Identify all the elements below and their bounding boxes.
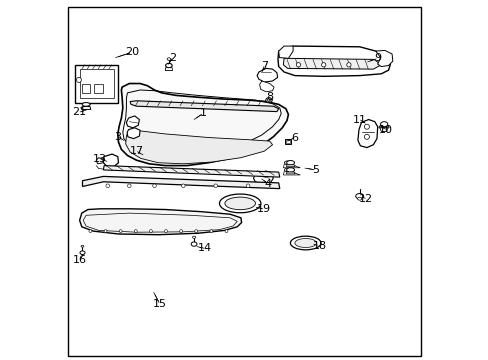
Text: 8: 8 xyxy=(265,92,273,102)
Text: 18: 18 xyxy=(312,240,326,251)
Text: 1: 1 xyxy=(199,108,206,118)
Polygon shape xyxy=(257,68,277,82)
Polygon shape xyxy=(81,107,91,109)
Ellipse shape xyxy=(266,99,270,101)
Text: 20: 20 xyxy=(125,47,139,57)
Circle shape xyxy=(213,184,217,188)
Text: 17: 17 xyxy=(129,146,143,156)
Circle shape xyxy=(164,230,167,233)
Circle shape xyxy=(246,184,249,188)
Text: 19: 19 xyxy=(257,204,271,214)
Polygon shape xyxy=(285,172,294,174)
Polygon shape xyxy=(118,84,288,166)
Circle shape xyxy=(364,124,368,129)
Circle shape xyxy=(76,77,81,82)
Ellipse shape xyxy=(357,197,361,200)
Circle shape xyxy=(181,184,185,188)
Ellipse shape xyxy=(290,236,320,250)
Text: 2: 2 xyxy=(168,53,176,63)
Polygon shape xyxy=(253,171,273,184)
Ellipse shape xyxy=(380,122,387,127)
Polygon shape xyxy=(283,165,300,168)
Ellipse shape xyxy=(286,161,294,165)
Text: 10: 10 xyxy=(378,125,392,135)
Ellipse shape xyxy=(284,161,290,165)
Polygon shape xyxy=(259,81,273,92)
Ellipse shape xyxy=(167,58,170,60)
Polygon shape xyxy=(375,50,392,67)
Ellipse shape xyxy=(224,197,255,210)
Polygon shape xyxy=(125,130,272,164)
Circle shape xyxy=(346,63,350,67)
Text: 12: 12 xyxy=(358,194,372,204)
Polygon shape xyxy=(103,166,279,177)
Ellipse shape xyxy=(355,194,363,199)
Circle shape xyxy=(104,230,107,233)
Polygon shape xyxy=(103,154,118,166)
Circle shape xyxy=(321,63,325,67)
Polygon shape xyxy=(126,116,139,128)
Text: 9: 9 xyxy=(373,53,381,63)
Polygon shape xyxy=(130,101,278,112)
Polygon shape xyxy=(283,172,300,175)
Polygon shape xyxy=(94,84,102,93)
Polygon shape xyxy=(96,158,103,164)
Text: 3: 3 xyxy=(114,132,121,142)
Circle shape xyxy=(296,63,300,67)
Polygon shape xyxy=(285,165,294,167)
Circle shape xyxy=(127,184,131,188)
Text: 7: 7 xyxy=(260,60,267,71)
Ellipse shape xyxy=(80,251,85,255)
Polygon shape xyxy=(127,128,140,139)
Polygon shape xyxy=(378,126,388,128)
Text: 16: 16 xyxy=(73,255,86,265)
Circle shape xyxy=(149,230,152,233)
Circle shape xyxy=(194,230,197,233)
Circle shape xyxy=(224,230,227,233)
Polygon shape xyxy=(379,128,387,131)
Ellipse shape xyxy=(286,168,294,172)
Polygon shape xyxy=(277,46,389,76)
Ellipse shape xyxy=(191,242,197,246)
Polygon shape xyxy=(80,69,114,98)
Text: 13: 13 xyxy=(93,154,106,164)
Text: 21: 21 xyxy=(72,107,86,117)
Polygon shape xyxy=(81,84,90,93)
Ellipse shape xyxy=(265,98,272,102)
Text: 11: 11 xyxy=(352,114,366,125)
Circle shape xyxy=(209,230,212,233)
Ellipse shape xyxy=(294,238,316,248)
Circle shape xyxy=(119,230,122,233)
Polygon shape xyxy=(82,176,279,189)
Ellipse shape xyxy=(82,103,90,106)
Circle shape xyxy=(364,134,368,139)
Ellipse shape xyxy=(219,194,260,213)
Polygon shape xyxy=(278,46,292,58)
Text: 6: 6 xyxy=(291,132,298,143)
Text: 15: 15 xyxy=(153,299,166,309)
Text: 5: 5 xyxy=(312,165,319,175)
Text: 4: 4 xyxy=(264,179,271,189)
Polygon shape xyxy=(357,120,377,148)
Ellipse shape xyxy=(165,63,172,68)
Polygon shape xyxy=(284,139,290,144)
Text: 14: 14 xyxy=(198,243,211,253)
FancyBboxPatch shape xyxy=(68,7,420,356)
Polygon shape xyxy=(165,68,172,71)
Polygon shape xyxy=(80,209,241,235)
Polygon shape xyxy=(75,65,118,103)
Ellipse shape xyxy=(192,236,195,238)
Ellipse shape xyxy=(81,246,84,247)
Ellipse shape xyxy=(284,168,290,172)
Polygon shape xyxy=(283,58,381,69)
Circle shape xyxy=(89,230,92,233)
Circle shape xyxy=(152,184,156,188)
Circle shape xyxy=(134,230,137,233)
Polygon shape xyxy=(285,140,289,143)
Circle shape xyxy=(106,184,109,188)
Circle shape xyxy=(179,230,182,233)
